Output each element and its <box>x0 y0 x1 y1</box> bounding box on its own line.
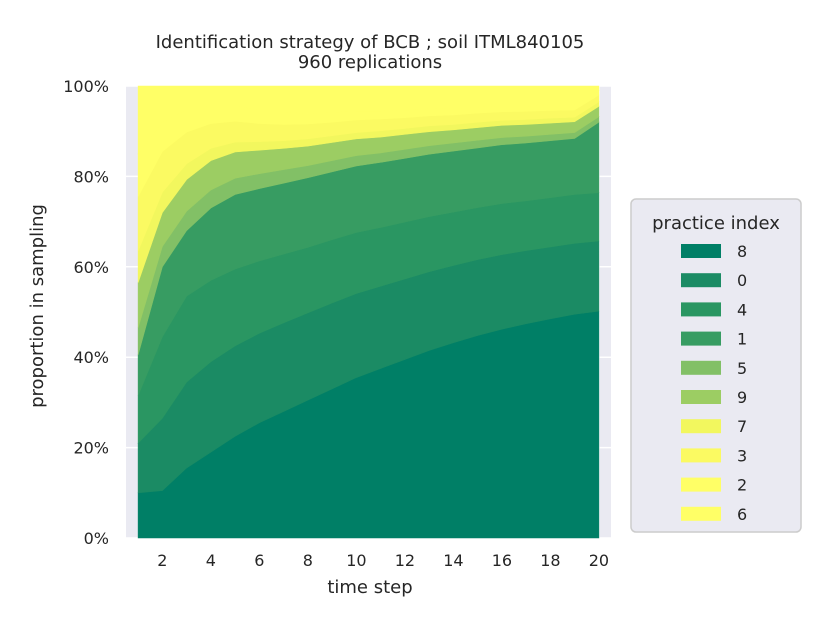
x-axis-label: time step <box>327 577 412 598</box>
y-tick-label: 20% <box>73 439 109 458</box>
plot-area: 2 4 6 8 10 12 14 16 18 20 0% 20% 40% 60% 80% 100% <box>63 77 611 570</box>
legend-label-6: 6 <box>737 505 747 524</box>
legend-label-9: 9 <box>737 388 747 407</box>
legend-swatch-0 <box>681 273 721 288</box>
legend-swatch-5 <box>681 360 721 375</box>
chart-subtitle: 960 replications <box>298 52 442 73</box>
y-tick-label: 100% <box>63 77 109 96</box>
legend-items: 8 0 4 1 5 9 7 3 2 6 <box>681 242 747 524</box>
legend-label-5: 5 <box>737 359 747 378</box>
y-axis-ticks: 0% 20% 40% 60% 80% 100% <box>63 77 109 548</box>
y-tick-label: 60% <box>73 258 109 277</box>
legend-label-3: 3 <box>737 446 747 465</box>
y-tick-label: 0% <box>84 529 109 548</box>
y-tick-label: 80% <box>73 167 109 186</box>
legend-swatch-8 <box>681 244 721 258</box>
legend-swatch-7 <box>681 419 721 434</box>
legend: practice index 8 0 4 1 5 9 7 3 2 6 <box>630 198 802 533</box>
x-tick-label: 4 <box>206 551 216 570</box>
legend-label-7: 7 <box>737 417 747 436</box>
legend-label-0: 0 <box>737 271 747 290</box>
legend-label-4: 4 <box>737 300 747 319</box>
x-tick-label: 6 <box>254 551 264 570</box>
x-tick-label: 10 <box>346 551 366 570</box>
x-tick-label: 8 <box>303 551 313 570</box>
x-tick-label: 12 <box>395 551 415 570</box>
x-tick-label: 14 <box>443 551 463 570</box>
legend-title: practice index <box>652 213 780 234</box>
x-tick-label: 18 <box>540 551 560 570</box>
y-tick-label: 40% <box>73 348 109 367</box>
legend-swatch-6 <box>681 506 721 521</box>
legend-swatch-9 <box>681 390 721 404</box>
x-tick-label: 20 <box>589 551 609 570</box>
legend-swatch-2 <box>681 477 721 492</box>
chart-title: Identification strategy of BCB ; soil IT… <box>156 32 585 53</box>
legend-swatch-3 <box>681 448 721 463</box>
stacked-areas <box>137 85 600 539</box>
legend-label-2: 2 <box>737 476 747 495</box>
area-series-6 <box>137 85 600 155</box>
legend-label-8: 8 <box>737 242 747 261</box>
x-tick-label: 2 <box>157 551 167 570</box>
x-axis-ticks: 2 4 6 8 10 12 14 16 18 20 <box>157 551 609 570</box>
legend-label-1: 1 <box>737 330 747 349</box>
y-axis-label: proportion in sampling <box>27 204 48 408</box>
x-tick-label: 16 <box>492 551 512 570</box>
legend-swatch-1 <box>681 331 721 346</box>
legend-swatch-4 <box>681 302 721 317</box>
